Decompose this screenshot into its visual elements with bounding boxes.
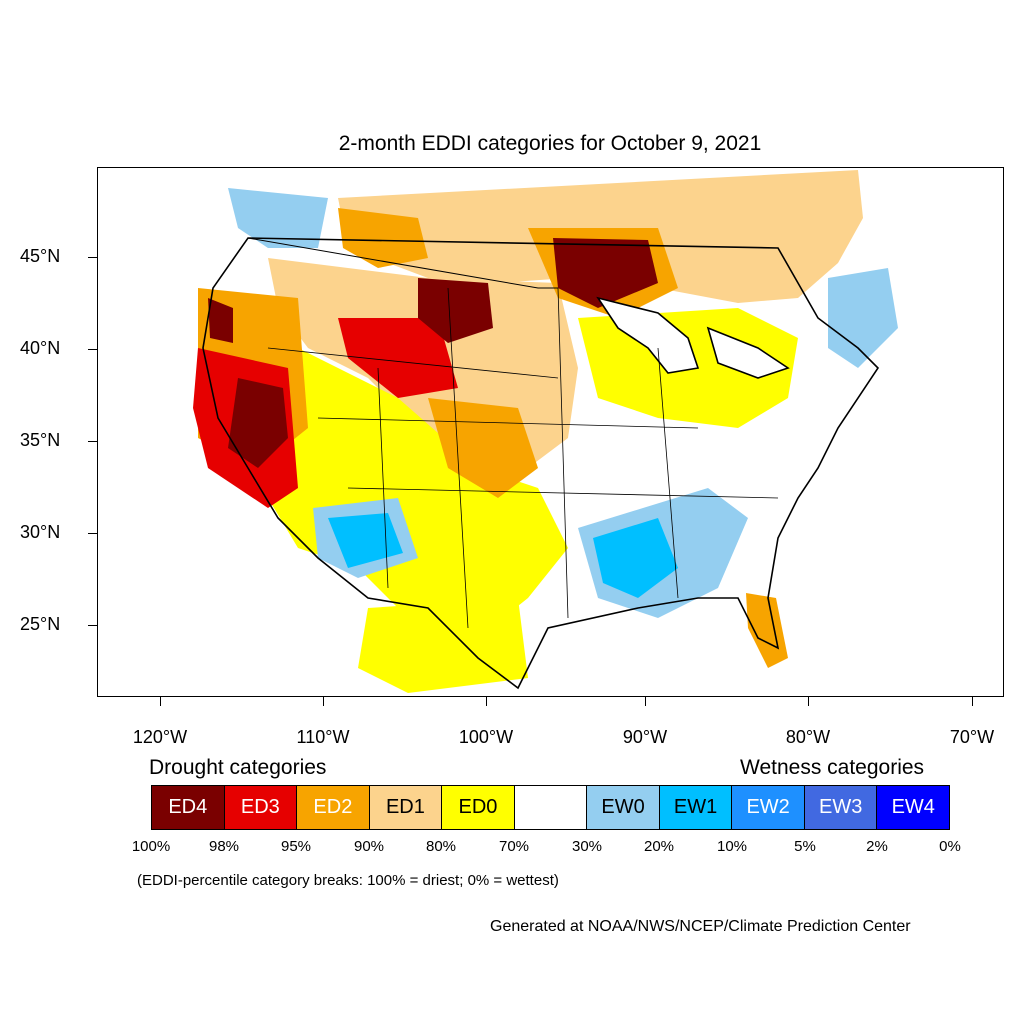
lat-label-45: 45°N bbox=[20, 246, 61, 266]
darkred-minnesota bbox=[553, 238, 658, 308]
lat-label-40: 40°N bbox=[20, 338, 61, 358]
lat-tick bbox=[88, 625, 97, 626]
lon-label-120: 120°W bbox=[132, 727, 188, 747]
legend-cell-ew3: EW3 bbox=[804, 786, 878, 829]
lon-tick bbox=[808, 697, 809, 706]
south-yellow-region bbox=[358, 598, 528, 693]
percentile-label: 10% bbox=[716, 838, 748, 855]
percentile-label: 30% bbox=[571, 838, 603, 855]
legend-cell-ed4: ED4 bbox=[152, 786, 225, 829]
lon-tick bbox=[645, 697, 646, 706]
lon-tick bbox=[323, 697, 324, 706]
orange-florida bbox=[746, 593, 788, 668]
percentile-label: 0% bbox=[939, 838, 961, 855]
orange-north bbox=[338, 208, 428, 268]
percentile-label: 80% bbox=[425, 838, 457, 855]
darkred-california bbox=[228, 378, 288, 468]
percentile-label: 20% bbox=[643, 838, 675, 855]
darkred-oregon bbox=[208, 298, 233, 343]
blue-northeast bbox=[828, 268, 898, 368]
percentile-label: 2% bbox=[866, 838, 888, 855]
percentile-label: 90% bbox=[353, 838, 385, 855]
percentile-label: 70% bbox=[498, 838, 530, 855]
lon-label-70: 70°W bbox=[949, 727, 995, 747]
lon-tick bbox=[160, 697, 161, 706]
legend-cell-ew4: EW4 bbox=[877, 786, 950, 829]
state-lines bbox=[267, 287, 779, 629]
eddi-map-canvas bbox=[193, 170, 898, 693]
red-dakotas bbox=[338, 318, 458, 398]
lat-label-25: 25°N bbox=[20, 614, 61, 634]
legend-cell-ed3: ED3 bbox=[224, 786, 298, 829]
lon-tick bbox=[972, 697, 973, 706]
lon-label-110: 110°W bbox=[296, 727, 350, 747]
legend-cell-ed2: ED2 bbox=[297, 786, 370, 829]
eddi-map bbox=[97, 167, 1004, 697]
percentile-label: 5% bbox=[794, 838, 816, 855]
darkred-dakotas bbox=[418, 278, 493, 343]
us-outline bbox=[202, 237, 880, 690]
lon-label-100: 100°W bbox=[458, 727, 514, 747]
legend-cell-ew2: EW2 bbox=[732, 786, 805, 829]
lon-label-90: 90°W bbox=[622, 727, 668, 747]
drought-heading: Drought categories bbox=[149, 756, 327, 779]
percentile-label: 98% bbox=[208, 838, 240, 855]
lat-tick bbox=[88, 441, 97, 442]
legend-cell-ed1: ED1 bbox=[369, 786, 443, 829]
legend-cell-ew1: EW1 bbox=[659, 786, 733, 829]
central-yellow-region bbox=[248, 348, 568, 658]
lon-label-80: 80°W bbox=[785, 727, 831, 747]
category-note: (EDDI-percentile category breaks: 100% =… bbox=[137, 872, 559, 889]
percentile-label: 95% bbox=[280, 838, 312, 855]
canada-border bbox=[247, 237, 558, 289]
lat-tick bbox=[88, 533, 97, 534]
category-legend: ED4 ED3 ED2 ED1 ED0 EW0 EW1 EW2 EW3 EW4 bbox=[151, 785, 950, 830]
lon-tick bbox=[486, 697, 487, 706]
legend-cell-ew0: EW0 bbox=[587, 786, 660, 829]
lat-tick bbox=[88, 349, 97, 350]
wetness-heading: Wetness categories bbox=[740, 756, 925, 779]
legend-cell-neutral bbox=[514, 786, 588, 829]
lat-label-30: 30°N bbox=[20, 522, 61, 542]
legend-cell-ed0: ED0 bbox=[442, 786, 515, 829]
map-title: 2-month EDDI categories for October 9, 2… bbox=[338, 132, 762, 155]
credit-line: Generated at NOAA/NWS/NCEP/Climate Predi… bbox=[490, 918, 911, 935]
percentile-label: 100% bbox=[131, 838, 171, 855]
great-lakes bbox=[596, 296, 790, 379]
lat-tick bbox=[88, 257, 97, 258]
lat-label-35: 35°N bbox=[20, 430, 61, 450]
cyan-northwest bbox=[228, 188, 328, 248]
cyan-gulf-coast bbox=[593, 518, 678, 598]
cyan-southwest bbox=[328, 513, 403, 568]
